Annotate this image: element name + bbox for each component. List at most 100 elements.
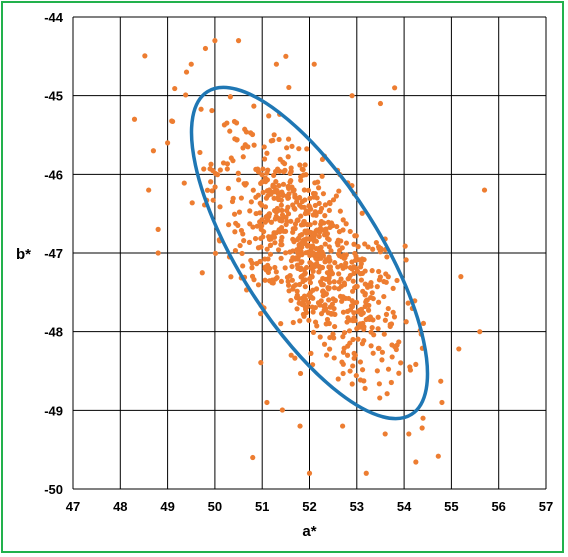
data-point: [332, 260, 338, 266]
data-point: [241, 238, 247, 244]
data-point: [260, 166, 266, 172]
data-point: [369, 290, 375, 296]
data-point: [297, 202, 303, 208]
data-point: [230, 158, 236, 164]
data-point: [253, 166, 259, 172]
data-point: [290, 236, 296, 242]
data-point: [313, 246, 319, 252]
data-point: [301, 313, 307, 319]
data-point: [240, 145, 246, 151]
data-point: [255, 245, 262, 251]
data-point: [297, 318, 303, 324]
data-point: [365, 307, 372, 313]
data-point: [279, 407, 285, 413]
data-point: [266, 234, 272, 240]
data-point: [406, 431, 412, 437]
data-point: [345, 295, 352, 302]
data-point: [297, 162, 303, 168]
data-point: [307, 276, 313, 282]
data-point: [326, 297, 332, 303]
data-point: [282, 250, 289, 256]
data-point: [306, 317, 312, 323]
data-point: [264, 246, 270, 252]
data-point: [262, 256, 268, 262]
data-point: [336, 229, 343, 235]
data-point: [347, 368, 353, 374]
data-point: [292, 256, 298, 262]
data-point: [352, 233, 358, 239]
data-point: [251, 103, 257, 109]
data-point: [262, 179, 269, 185]
data-point: [224, 166, 230, 172]
data-point: [296, 281, 303, 288]
x-tick-label: 57: [539, 499, 553, 514]
data-point: [307, 222, 313, 228]
data-point: [320, 251, 326, 257]
data-point: [366, 302, 372, 309]
data-point: [349, 303, 356, 310]
data-point: [257, 311, 264, 317]
data-point: [285, 282, 292, 288]
data-point: [294, 306, 300, 312]
data-point: [357, 359, 364, 365]
data-point: [317, 209, 323, 215]
data-point: [248, 130, 254, 136]
data-point: [322, 241, 328, 247]
data-point: [368, 343, 374, 349]
data-point: [319, 173, 325, 179]
data-point: [362, 292, 368, 298]
data-point: [369, 325, 375, 331]
data-point: [304, 146, 310, 152]
data-point: [344, 319, 350, 325]
data-point: [374, 368, 380, 374]
data-point: [323, 276, 329, 282]
data-point: [262, 277, 268, 283]
data-point: [403, 319, 409, 325]
y-tick-label: -46: [44, 167, 63, 182]
data-point: [265, 269, 272, 276]
data-point: [243, 180, 249, 187]
data-point: [248, 257, 254, 264]
data-point: [287, 179, 293, 185]
data-point: [238, 195, 244, 201]
data-point: [341, 345, 347, 351]
data-point: [398, 360, 404, 366]
x-tick-label: 50: [208, 499, 222, 514]
data-point: [390, 285, 396, 291]
data-point: [236, 177, 242, 183]
data-point: [199, 270, 205, 276]
data-point: [220, 160, 227, 166]
data-point: [210, 197, 216, 203]
data-point: [330, 197, 337, 203]
data-point: [284, 218, 290, 225]
data-point: [267, 251, 274, 257]
data-point: [350, 278, 356, 284]
data-point: [283, 214, 289, 220]
data-point: [394, 342, 400, 348]
data-point: [261, 156, 268, 162]
data-point: [276, 183, 282, 189]
data-point: [343, 240, 350, 246]
data-point: [362, 385, 368, 391]
x-tick-label: 54: [397, 499, 412, 514]
data-point: [335, 242, 341, 248]
data-point: [202, 45, 209, 52]
data-point: [280, 181, 287, 187]
data-point: [328, 311, 335, 317]
data-point: [345, 315, 351, 321]
data-point: [392, 85, 398, 91]
data-point: [334, 223, 340, 230]
data-point: [212, 38, 218, 44]
data-point: [297, 423, 303, 429]
data-point: [302, 303, 308, 310]
data-point: [284, 193, 290, 199]
data-point: [304, 228, 311, 234]
data-point: [342, 264, 349, 270]
data-point: [232, 136, 238, 142]
data-point: [271, 132, 277, 138]
data-point: [367, 314, 373, 320]
data-point: [318, 219, 325, 225]
data-point: [299, 240, 305, 246]
data-point: [393, 346, 399, 353]
